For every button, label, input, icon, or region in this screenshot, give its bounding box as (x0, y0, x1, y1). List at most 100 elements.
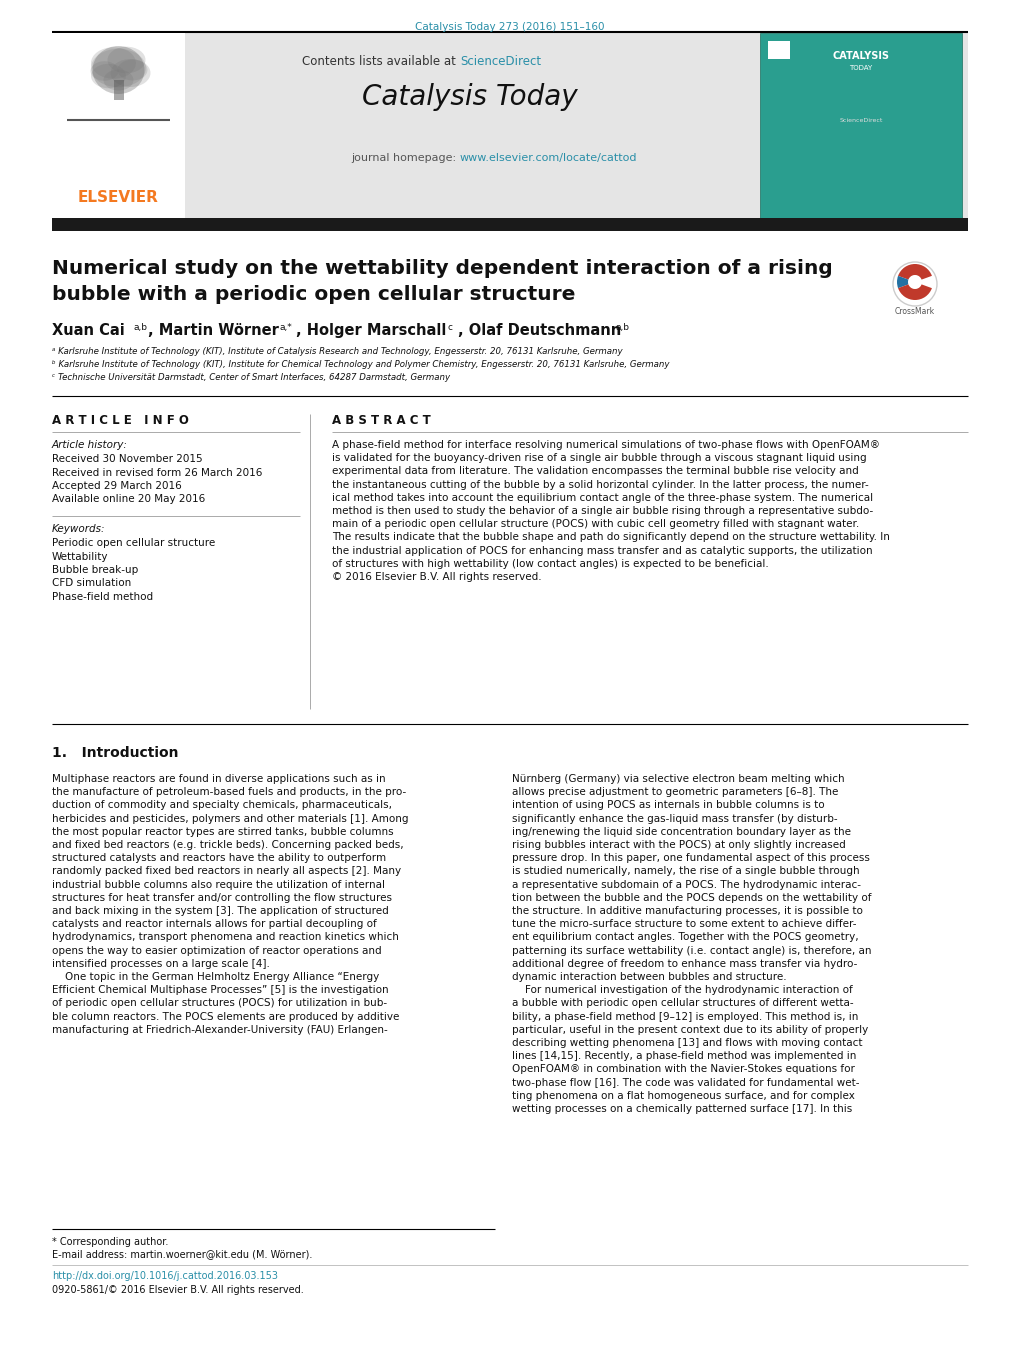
Text: ScienceDirect: ScienceDirect (839, 118, 881, 123)
Text: Nürnberg (Germany) via selective electron beam melting which: Nürnberg (Germany) via selective electro… (512, 774, 844, 784)
Text: describing wetting phenomena [13] and flows with moving contact: describing wetting phenomena [13] and fl… (512, 1038, 862, 1048)
Text: ent equilibrium contact angles. Together with the POCS geometry,: ent equilibrium contact angles. Together… (512, 932, 858, 943)
Text: CATALYSIS: CATALYSIS (832, 51, 889, 61)
Text: ting phenomena on a flat homogeneous surface, and for complex: ting phenomena on a flat homogeneous sur… (512, 1090, 854, 1101)
Text: The results indicate that the bubble shape and path do significantly depend on t: The results indicate that the bubble sha… (331, 532, 889, 542)
Text: the manufacture of petroleum-based fuels and products, in the pro-: the manufacture of petroleum-based fuels… (52, 788, 406, 797)
Text: Phase-field method: Phase-field method (52, 592, 153, 603)
Text: is validated for the buoyancy-driven rise of a single air bubble through a visco: is validated for the buoyancy-driven ris… (331, 453, 866, 463)
Wedge shape (897, 263, 931, 282)
Text: ᵃ Karlsruhe Institute of Technology (KIT), Institute of Catalysis Research and T: ᵃ Karlsruhe Institute of Technology (KIT… (52, 347, 622, 357)
Text: Received in revised form 26 March 2016: Received in revised form 26 March 2016 (52, 467, 262, 477)
Text: additional degree of freedom to enhance mass transfer via hydro-: additional degree of freedom to enhance … (512, 959, 857, 969)
Ellipse shape (117, 59, 148, 81)
Ellipse shape (110, 59, 151, 86)
Ellipse shape (107, 47, 146, 73)
Text: allows precise adjustment to geometric parameters [6–8]. The: allows precise adjustment to geometric p… (512, 788, 838, 797)
Text: dynamic interaction between bubbles and structure.: dynamic interaction between bubbles and … (512, 971, 786, 982)
Text: OpenFOAM® in combination with the Navier-Stokes equations for: OpenFOAM® in combination with the Navier… (512, 1065, 854, 1074)
Ellipse shape (91, 47, 136, 78)
Bar (759, 32, 961, 218)
Text: tion between the bubble and the POCS depends on the wettability of: tion between the bubble and the POCS dep… (512, 893, 870, 902)
Text: a representative subdomain of a POCS. The hydrodynamic interac-: a representative subdomain of a POCS. Th… (512, 880, 860, 889)
Text: bility, a phase-field method [9–12] is employed. This method is, in: bility, a phase-field method [9–12] is e… (512, 1012, 858, 1021)
Text: Available online 20 May 2016: Available online 20 May 2016 (52, 494, 205, 504)
Text: 0920-5861/© 2016 Elsevier B.V. All rights reserved.: 0920-5861/© 2016 Elsevier B.V. All right… (52, 1285, 304, 1296)
Text: the structure. In additive manufacturing processes, it is possible to: the structure. In additive manufacturing… (512, 907, 862, 916)
Text: ical method takes into account the equilibrium contact angle of the three-phase : ical method takes into account the equil… (331, 493, 872, 503)
Text: One topic in the German Helmholtz Energy Alliance “Energy: One topic in the German Helmholtz Energy… (52, 971, 379, 982)
Text: Contents lists available at: Contents lists available at (302, 55, 460, 68)
Text: manufacturing at Friedrich-Alexander-University (FAU) Erlangen-: manufacturing at Friedrich-Alexander-Uni… (52, 1025, 387, 1035)
Text: of structures with high wettability (low contact angles) is expected to be benef: of structures with high wettability (low… (331, 559, 768, 569)
Text: , Martin Wörner: , Martin Wörner (148, 323, 278, 338)
Bar (52, 32, 967, 218)
Text: main of a periodic open cellular structure (POCS) with cubic cell geometry fille: main of a periodic open cellular structu… (331, 519, 858, 530)
Text: a,b: a,b (615, 323, 630, 332)
Text: ing/renewing the liquid side concentration boundary layer as the: ing/renewing the liquid side concentrati… (512, 827, 850, 836)
Text: A phase-field method for interface resolving numerical simulations of two-phase : A phase-field method for interface resol… (331, 440, 879, 450)
Text: duction of commodity and specialty chemicals, pharmaceuticals,: duction of commodity and specialty chemi… (52, 800, 391, 811)
Text: significantly enhance the gas-liquid mass transfer (by disturb-: significantly enhance the gas-liquid mas… (512, 813, 837, 824)
Text: , Olaf Deutschmann: , Olaf Deutschmann (458, 323, 621, 338)
Text: Catalysis Today 273 (2016) 151–160: Catalysis Today 273 (2016) 151–160 (415, 22, 604, 32)
Text: http://dx.doi.org/10.1016/j.cattod.2016.03.153: http://dx.doi.org/10.1016/j.cattod.2016.… (52, 1271, 278, 1281)
Text: CFD simulation: CFD simulation (52, 578, 131, 589)
Text: ScienceDirect: ScienceDirect (460, 55, 541, 68)
Text: ble column reactors. The POCS elements are produced by additive: ble column reactors. The POCS elements a… (52, 1012, 399, 1021)
Text: TODAY: TODAY (849, 65, 872, 72)
Text: method is then used to study the behavior of a single air bubble rising through : method is then used to study the behavio… (331, 507, 872, 516)
Bar (767, 41, 790, 59)
Text: the industrial application of POCS for enhancing mass transfer and as catalytic : the industrial application of POCS for e… (331, 546, 872, 555)
Text: herbicides and pesticides, polymers and other materials [1]. Among: herbicides and pesticides, polymers and … (52, 813, 408, 824)
Wedge shape (896, 276, 914, 288)
Wedge shape (907, 276, 921, 289)
Text: wetting processes on a chemically patterned surface [17]. In this: wetting processes on a chemically patter… (512, 1104, 852, 1115)
Text: catalysts and reactor internals allows for partial decoupling of: catalysts and reactor internals allows f… (52, 919, 376, 929)
Bar (113, 80, 123, 100)
Text: rising bubbles interact with the POCS) at only slightly increased: rising bubbles interact with the POCS) a… (512, 840, 845, 850)
Text: c: c (447, 323, 452, 332)
Text: a,b: a,b (133, 323, 148, 332)
Text: a,*: a,* (280, 323, 292, 332)
Text: tune the micro-surface structure to some extent to achieve differ-: tune the micro-surface structure to some… (512, 919, 856, 929)
Text: CrossMark: CrossMark (894, 307, 934, 316)
Text: Accepted 29 March 2016: Accepted 29 March 2016 (52, 481, 181, 490)
Wedge shape (897, 282, 931, 300)
Text: pressure drop. In this paper, one fundamental aspect of this process: pressure drop. In this paper, one fundam… (512, 854, 869, 863)
Text: structured catalysts and reactors have the ability to outperform: structured catalysts and reactors have t… (52, 854, 386, 863)
Text: particular, useful in the present context due to its ability of properly: particular, useful in the present contex… (512, 1025, 867, 1035)
Text: Bubble break-up: Bubble break-up (52, 565, 139, 576)
Text: Numerical study on the wettability dependent interaction of a rising: Numerical study on the wettability depen… (52, 259, 832, 278)
Text: ᶜ Technische Universität Darmstadt, Center of Smart Interfaces, 64287 Darmstadt,: ᶜ Technische Universität Darmstadt, Cent… (52, 373, 449, 382)
Text: patterning its surface wettability (i.e. contact angle) is, therefore, an: patterning its surface wettability (i.e.… (512, 946, 870, 955)
Text: www.elsevier.com/locate/cattod: www.elsevier.com/locate/cattod (460, 153, 637, 163)
Text: of periodic open cellular structures (POCS) for utilization in bub-: of periodic open cellular structures (PO… (52, 998, 387, 1008)
Ellipse shape (93, 46, 145, 95)
Text: 1.   Introduction: 1. Introduction (52, 746, 178, 761)
Bar (52, 32, 184, 218)
Text: is studied numerically, namely, the rise of a single bubble through: is studied numerically, namely, the rise… (512, 866, 859, 877)
Text: For numerical investigation of the hydrodynamic interaction of: For numerical investigation of the hydro… (512, 985, 852, 996)
Text: A B S T R A C T: A B S T R A C T (331, 413, 430, 427)
Text: industrial bubble columns also require the utilization of internal: industrial bubble columns also require t… (52, 880, 384, 889)
Ellipse shape (91, 63, 126, 88)
Text: ELSEVIER: ELSEVIER (78, 190, 159, 205)
Text: * Corresponding author.: * Corresponding author. (52, 1238, 168, 1247)
Text: hydrodynamics, transport phenomena and reaction kinetics which: hydrodynamics, transport phenomena and r… (52, 932, 398, 943)
Text: Article history:: Article history: (52, 440, 127, 450)
Text: Efficient Chemical Multiphase Processes” [5] is the investigation: Efficient Chemical Multiphase Processes”… (52, 985, 388, 996)
Text: Keywords:: Keywords: (52, 524, 105, 534)
Text: ᵇ Karlsruhe Institute of Technology (KIT), Institute for Chemical Technology and: ᵇ Karlsruhe Institute of Technology (KIT… (52, 359, 668, 369)
Text: and fixed bed reactors (e.g. trickle beds). Concerning packed beds,: and fixed bed reactors (e.g. trickle bed… (52, 840, 404, 850)
Text: opens the way to easier optimization of reactor operations and: opens the way to easier optimization of … (52, 946, 381, 955)
Ellipse shape (103, 69, 133, 91)
Text: Xuan Cai: Xuan Cai (52, 323, 124, 338)
Text: A R T I C L E   I N F O: A R T I C L E I N F O (52, 413, 189, 427)
Text: E-mail address: martin.woerner@kit.edu (M. Wörner).: E-mail address: martin.woerner@kit.edu (… (52, 1250, 312, 1259)
Text: Catalysis Today: Catalysis Today (362, 82, 577, 111)
Text: two-phase flow [16]. The code was validated for fundamental wet-: two-phase flow [16]. The code was valida… (512, 1078, 859, 1088)
Ellipse shape (91, 49, 146, 88)
Text: lines [14,15]. Recently, a phase-field method was implemented in: lines [14,15]. Recently, a phase-field m… (512, 1051, 856, 1061)
Text: Received 30 November 2015: Received 30 November 2015 (52, 454, 203, 463)
